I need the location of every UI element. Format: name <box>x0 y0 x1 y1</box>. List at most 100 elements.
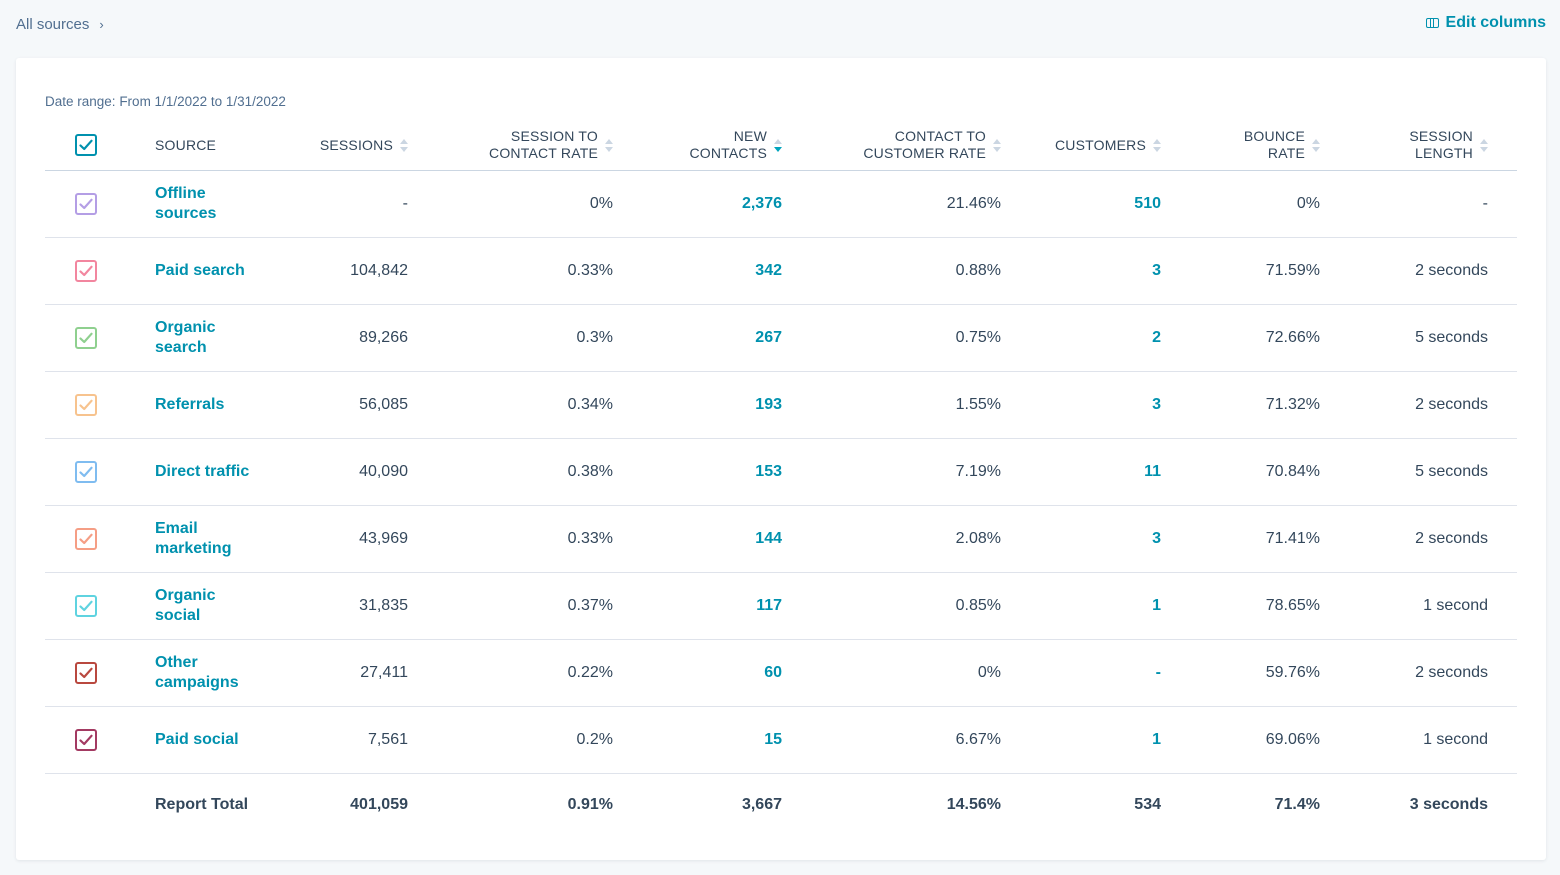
header-new-contacts[interactable]: NEW CONTACTS <box>645 120 782 170</box>
new-contacts-link[interactable]: 60 <box>764 664 782 681</box>
row-checkbox-cell <box>75 707 101 773</box>
source-link[interactable]: Email marketing <box>155 520 232 557</box>
contact-to-customer-rate-value: 0.85% <box>955 597 1001 614</box>
breadcrumb[interactable]: All sources › <box>16 16 104 33</box>
row-checkbox[interactable] <box>75 394 97 416</box>
date-range-label: Date range: <box>45 94 116 109</box>
source-link[interactable]: Organic social <box>155 587 216 624</box>
new-contacts-link[interactable]: 144 <box>755 530 782 547</box>
customers-link[interactable]: 3 <box>1152 262 1161 279</box>
row-checkbox[interactable] <box>75 461 97 483</box>
sessions-value: 7,561 <box>367 731 408 748</box>
source-name-cell: Other campaigns <box>155 640 305 706</box>
header-bounce-rate[interactable]: BOUNCE RATE <box>1205 120 1320 170</box>
sources-table: SOURCE SESSIONS SESSION TO CONTACT RATE N… <box>45 120 1517 836</box>
new-contacts-link[interactable]: 153 <box>755 463 782 480</box>
new-contacts-link[interactable]: 2,376 <box>741 195 782 212</box>
select-all-checkbox[interactable] <box>75 134 97 156</box>
header-sessions[interactable]: SESSIONS <box>285 120 408 170</box>
source-link[interactable]: Offline sources <box>155 185 217 222</box>
source-link[interactable]: Other campaigns <box>155 654 239 691</box>
customers-link[interactable]: 1 <box>1152 597 1161 614</box>
source-name-cell: Referrals <box>155 372 305 438</box>
source-link[interactable]: Paid search <box>155 262 245 279</box>
session-to-contact-rate-value: 0% <box>589 195 613 212</box>
total-bounce-rate: 71.4% <box>1274 796 1320 813</box>
new-contacts-link[interactable]: 342 <box>755 262 782 279</box>
row-checkbox[interactable] <box>75 327 97 349</box>
header-contact-to-customer-rate[interactable]: CONTACT TO CUSTOMER RATE <box>825 120 1001 170</box>
row-checkbox[interactable] <box>75 662 97 684</box>
edit-columns-button[interactable]: Edit columns <box>1425 14 1546 32</box>
new-contacts-cell: 193 <box>645 372 782 438</box>
new-contacts-cell: 153 <box>645 439 782 505</box>
sort-icon <box>1480 138 1488 152</box>
new-contacts-link[interactable]: 193 <box>755 396 782 413</box>
customers-link[interactable]: 510 <box>1134 195 1161 212</box>
session-length-value: 5 seconds <box>1415 463 1488 480</box>
total-session-length: 3 seconds <box>1409 796 1488 813</box>
session-length-value: 2 seconds <box>1415 396 1488 413</box>
customers-cell: 2 <box>1035 305 1161 371</box>
row-checkbox[interactable] <box>75 193 97 215</box>
header-checkbox-cell <box>75 120 101 170</box>
customers-link[interactable]: 11 <box>1144 463 1161 480</box>
contact-to-customer-rate-value: 0% <box>977 664 1001 681</box>
customers-link[interactable]: 3 <box>1152 530 1161 547</box>
table-row: Referrals 56,085 0.34% 193 1.55% 3 71.32% 2 sec… <box>45 372 1517 439</box>
total-session-to-contact-rate: 0.91% <box>567 796 613 813</box>
header-session-to-contact-rate[interactable]: SESSION TO CONTACT RATE <box>445 120 613 170</box>
new-contacts-link[interactable]: 117 <box>756 597 782 614</box>
date-range: Date range: From 1/1/2022 to 1/31/2022 <box>45 94 286 109</box>
session-length-value: 1 second <box>1423 731 1488 748</box>
new-contacts-cell: 144 <box>645 506 782 572</box>
sessions-value: 43,969 <box>359 530 408 547</box>
customers-cell: 11 <box>1035 439 1161 505</box>
table-row: Offline sources - 0% 2,376 21.46% 510 0% - <box>45 171 1517 238</box>
new-contacts-link[interactable]: 15 <box>764 731 782 748</box>
source-link[interactable]: Paid social <box>155 731 239 748</box>
bounce-rate-value: 71.41% <box>1265 530 1320 547</box>
row-checkbox-cell <box>75 238 101 304</box>
new-contacts-cell: 342 <box>645 238 782 304</box>
contact-to-customer-rate-value: 6.67% <box>955 731 1001 748</box>
source-link[interactable]: Organic search <box>155 319 216 356</box>
new-contacts-link[interactable]: 267 <box>755 329 782 346</box>
contact-to-customer-rate-value: 0.88% <box>955 262 1001 279</box>
row-checkbox[interactable] <box>75 595 97 617</box>
bounce-rate-value: 69.06% <box>1265 731 1320 748</box>
row-checkbox[interactable] <box>75 260 97 282</box>
customers-link[interactable]: 2 <box>1152 329 1161 346</box>
total-sessions: 401,059 <box>350 796 408 813</box>
new-contacts-cell: 60 <box>645 640 782 706</box>
customers-link[interactable]: 1 <box>1152 731 1161 748</box>
sort-icon <box>605 138 613 152</box>
customers-cell: 3 <box>1035 372 1161 438</box>
header-customers[interactable]: CUSTOMERS <box>1035 120 1161 170</box>
breadcrumb-all-sources[interactable]: All sources <box>16 16 90 33</box>
header-session-length[interactable]: SESSION LENGTH <box>1365 120 1488 170</box>
customers-cell: 3 <box>1035 238 1161 304</box>
total-label: Report Total <box>155 796 249 813</box>
row-checkbox-cell <box>75 640 101 706</box>
source-link[interactable]: Direct traffic <box>155 463 250 480</box>
header-s2c-label: SESSION TO CONTACT RATE <box>489 128 598 161</box>
session-length-value: 2 seconds <box>1415 262 1488 279</box>
customers-link[interactable]: 3 <box>1152 396 1161 413</box>
customers-link[interactable]: - <box>1155 664 1161 681</box>
row-checkbox[interactable] <box>75 729 97 751</box>
row-checkbox-cell <box>75 573 101 639</box>
header-source[interactable]: SOURCE <box>155 120 305 170</box>
top-bar: All sources › Edit columns <box>0 0 1560 50</box>
header-customers-label: CUSTOMERS <box>1055 136 1146 153</box>
checkmark-icon <box>79 265 93 277</box>
source-name-cell: Email marketing <box>155 506 305 572</box>
row-checkbox[interactable] <box>75 528 97 550</box>
table-body: Offline sources - 0% 2,376 21.46% 510 0% - Paid s… <box>45 171 1517 774</box>
source-link[interactable]: Referrals <box>155 396 225 413</box>
header-length-label: SESSION LENGTH <box>1409 128 1473 161</box>
row-checkbox-cell <box>75 506 101 572</box>
checkmark-icon <box>79 600 93 612</box>
session-to-contact-rate-value: 0.33% <box>567 530 613 547</box>
checkmark-icon <box>79 332 93 344</box>
